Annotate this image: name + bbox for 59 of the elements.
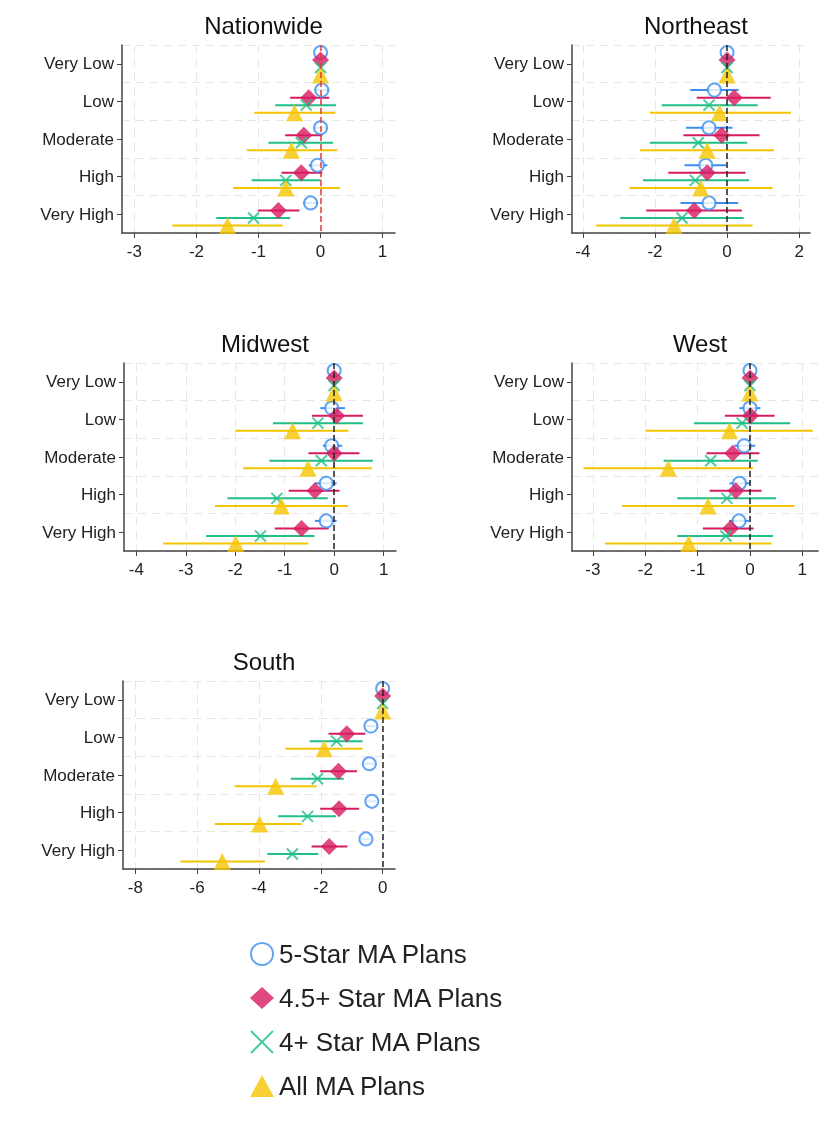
x-tick-label: 0	[745, 560, 755, 579]
x-tick-label: -3	[126, 242, 142, 261]
y-tick-label: Low	[84, 409, 117, 429]
x-tick-label: -2	[637, 560, 653, 579]
y-tick-label: Moderate	[44, 447, 116, 467]
y-tick-label: High	[529, 485, 564, 505]
x-tick-label: -4	[575, 242, 591, 261]
chart-title: Midwest	[220, 329, 310, 357]
y-tick-label: Very Low	[494, 54, 565, 74]
y-tick-label: High	[529, 167, 564, 187]
y-tick-label: Low	[532, 91, 565, 111]
y-tick-label: Moderate	[492, 447, 564, 467]
y-tick-label: Very Low	[45, 690, 116, 710]
x-tick-label: -3	[585, 560, 601, 579]
chart-title: South	[232, 647, 296, 675]
x-tick-label: -1	[690, 560, 706, 579]
y-tick-label: Very High	[490, 204, 564, 224]
y-tick-label: Low	[82, 91, 115, 111]
chart-title: Northeast	[643, 11, 749, 39]
y-tick-label: Very High	[41, 840, 115, 860]
legend-label: 5-Star MA Plans	[279, 939, 467, 969]
y-tick-label: Low	[532, 409, 565, 429]
x-tick-label: 0	[377, 878, 388, 897]
x-tick-label: -4	[128, 560, 144, 579]
x-tick-label: -6	[189, 878, 205, 897]
legend-label: All MA Plans	[279, 1071, 425, 1101]
x-tick-label: -3	[178, 560, 194, 579]
x-tick-label: -2	[188, 242, 205, 261]
x-tick-label: -2	[313, 878, 329, 897]
y-tick-label: Very High	[42, 522, 116, 542]
legend-label: 4.5+ Star MA Plans	[279, 983, 503, 1013]
y-tick-label: Low	[83, 727, 116, 747]
x-tick-label: -2	[227, 560, 243, 579]
chart-title: Nationwide	[204, 11, 323, 39]
x-tick-label: 1	[797, 560, 808, 579]
y-tick-label: High	[81, 485, 116, 505]
x-tick-label: -2	[647, 242, 663, 261]
y-tick-label: Very High	[40, 204, 114, 224]
y-tick-label: High	[79, 167, 114, 187]
y-tick-label: Very Low	[46, 372, 117, 392]
y-tick-label: Moderate	[43, 765, 115, 785]
y-tick-label: Very Low	[494, 372, 565, 392]
chart-title: West	[672, 329, 728, 357]
x-tick-label: 1	[378, 560, 389, 579]
x-tick-label: -1	[250, 242, 267, 261]
y-tick-label: Very High	[490, 522, 564, 542]
x-tick-label: -4	[251, 878, 267, 897]
legend-label: 4+ Star MA Plans	[279, 1027, 481, 1057]
y-tick-label: Moderate	[492, 129, 564, 149]
x-tick-label: 2	[794, 242, 804, 261]
x-tick-label: 0	[329, 560, 339, 579]
x-tick-label: -8	[127, 878, 143, 897]
x-tick-label: 1	[377, 242, 388, 261]
x-tick-label: 0	[315, 242, 326, 261]
y-tick-label: Very Low	[44, 54, 115, 74]
x-tick-label: -1	[277, 560, 293, 579]
y-tick-label: High	[80, 803, 115, 823]
x-tick-label: 0	[722, 242, 732, 261]
y-tick-label: Moderate	[42, 129, 114, 149]
